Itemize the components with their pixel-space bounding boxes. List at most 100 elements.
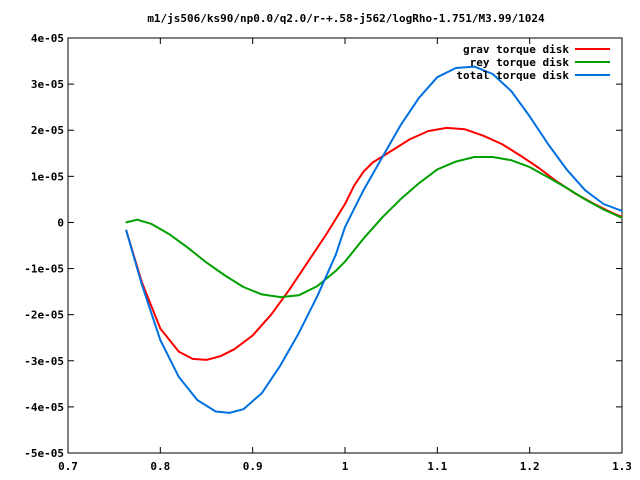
series-line-grav-torque-disk bbox=[125, 126, 623, 361]
y-tick-label: 3e-05 bbox=[31, 78, 64, 91]
data-point-rey-torque-disk bbox=[621, 217, 623, 219]
data-point-grav-torque-disk bbox=[159, 327, 162, 330]
x-tick-label: 1 bbox=[342, 460, 349, 473]
data-point-rey-torque-disk bbox=[418, 182, 420, 185]
data-point-total-torque-disk bbox=[214, 410, 217, 413]
data-point-grav-torque-disk bbox=[205, 359, 208, 361]
data-point-total-torque-disk bbox=[125, 229, 127, 232]
plot-frame bbox=[67, 37, 623, 454]
data-point-total-torque-disk bbox=[436, 76, 439, 78]
data-point-rey-torque-disk bbox=[565, 187, 568, 189]
data-point-grav-torque-disk bbox=[251, 334, 254, 337]
data-point-grav-torque-disk bbox=[307, 260, 309, 263]
data-point-grav-torque-disk bbox=[445, 127, 448, 129]
data-point-rey-torque-disk bbox=[136, 218, 139, 221]
data-point-total-torque-disk bbox=[399, 124, 402, 127]
data-point-total-torque-disk bbox=[159, 339, 162, 341]
data-point-rey-torque-disk bbox=[528, 166, 531, 168]
y-tick-label: -5e-05 bbox=[24, 447, 64, 460]
data-point-grav-torque-disk bbox=[390, 150, 393, 152]
x-tick-label: 1.2 bbox=[520, 460, 540, 473]
data-point-grav-torque-disk bbox=[482, 135, 485, 137]
data-point-grav-torque-disk bbox=[233, 348, 235, 351]
series-line-rey-torque-disk bbox=[125, 156, 623, 299]
data-point-rey-torque-disk bbox=[150, 223, 152, 225]
data-point-rey-torque-disk bbox=[298, 294, 300, 297]
data-point-total-torque-disk bbox=[261, 392, 263, 394]
data-point-rey-torque-disk bbox=[125, 221, 127, 224]
data-point-rey-torque-disk bbox=[344, 260, 346, 263]
data-point-total-torque-disk bbox=[547, 143, 549, 145]
y-tick-label: -2e-05 bbox=[24, 309, 64, 322]
data-point-grav-torque-disk bbox=[519, 154, 522, 157]
data-point-rey-torque-disk bbox=[491, 156, 494, 158]
data-point-total-torque-disk bbox=[316, 295, 319, 298]
series-line-total-torque-disk bbox=[125, 65, 623, 414]
x-tick-label: 1.3 bbox=[612, 460, 632, 473]
data-point-grav-torque-disk bbox=[178, 350, 180, 353]
y-tick-label: -4e-05 bbox=[24, 401, 64, 414]
data-point-rey-torque-disk bbox=[187, 247, 189, 249]
data-point-total-torque-disk bbox=[455, 67, 457, 69]
data-point-rey-torque-disk bbox=[510, 159, 512, 161]
data-point-grav-torque-disk bbox=[219, 355, 222, 358]
data-point-total-torque-disk bbox=[510, 90, 512, 92]
x-tick-label: 0.8 bbox=[150, 460, 170, 473]
legend-label-total-torque-disk: total torque disk bbox=[456, 69, 569, 82]
data-point-rey-torque-disk bbox=[279, 296, 282, 298]
y-tick-label: 0 bbox=[57, 216, 64, 229]
y-tick-label: -3e-05 bbox=[24, 355, 64, 368]
data-point-rey-torque-disk bbox=[436, 168, 439, 171]
data-point-total-torque-disk bbox=[141, 283, 143, 286]
axis-ticks: 0.7 0.8 0.9 1 1.1 1.2 1.3 4e-05 3e-05 2e-05 1e-05 0… bbox=[24, 32, 632, 473]
data-point-grav-torque-disk bbox=[464, 128, 466, 131]
data-point-grav-torque-disk bbox=[353, 184, 356, 187]
data-point-rey-torque-disk bbox=[399, 198, 402, 201]
chart-title: m1/js506/ks90/np0.0/q2.0/r-+.58-j562/log… bbox=[147, 12, 545, 25]
data-point-rey-torque-disk bbox=[455, 160, 457, 163]
data-point-rey-torque-disk bbox=[473, 156, 476, 158]
data-point-rey-torque-disk bbox=[242, 286, 245, 288]
data-point-total-torque-disk bbox=[279, 364, 282, 367]
data-point-total-torque-disk bbox=[418, 97, 420, 99]
data-point-rey-torque-disk bbox=[224, 274, 226, 277]
x-tick-label: 0.7 bbox=[58, 460, 78, 473]
x-tick-label: 0.9 bbox=[243, 460, 263, 473]
data-point-total-torque-disk bbox=[602, 203, 605, 205]
data-point-grav-torque-disk bbox=[501, 143, 503, 145]
data-point-total-torque-disk bbox=[491, 73, 494, 75]
y-tick-label: 2e-05 bbox=[31, 124, 64, 137]
data-point-rey-torque-disk bbox=[316, 285, 319, 287]
data-point-rey-torque-disk bbox=[547, 176, 549, 179]
legend-label-grav-torque-disk: grav torque disk bbox=[463, 43, 569, 56]
data-point-grav-torque-disk bbox=[344, 203, 346, 205]
data-point-total-torque-disk bbox=[242, 408, 245, 411]
series-layer bbox=[125, 65, 623, 414]
data-point-grav-torque-disk bbox=[325, 233, 328, 235]
data-point-grav-torque-disk bbox=[362, 170, 365, 173]
data-point-rey-torque-disk bbox=[335, 270, 337, 272]
data-point-total-torque-disk bbox=[473, 65, 476, 68]
data-point-total-torque-disk bbox=[196, 399, 199, 401]
data-point-rey-torque-disk bbox=[602, 208, 605, 211]
data-point-grav-torque-disk bbox=[427, 130, 429, 132]
data-point-grav-torque-disk bbox=[270, 313, 272, 316]
data-point-total-torque-disk bbox=[528, 115, 531, 118]
y-tick-label: 4e-05 bbox=[31, 32, 64, 45]
data-point-total-torque-disk bbox=[335, 253, 337, 256]
data-point-total-torque-disk bbox=[298, 332, 300, 334]
data-point-total-torque-disk bbox=[228, 412, 231, 414]
data-point-grav-torque-disk bbox=[191, 358, 194, 360]
data-point-grav-torque-disk bbox=[371, 161, 374, 164]
legend-label-rey-torque-disk: rey torque disk bbox=[470, 56, 570, 69]
data-point-rey-torque-disk bbox=[168, 233, 171, 236]
data-point-total-torque-disk bbox=[565, 168, 568, 171]
x-tick-label: 1.1 bbox=[427, 460, 447, 473]
data-point-rey-torque-disk bbox=[362, 237, 365, 240]
data-point-rey-torque-disk bbox=[261, 293, 263, 296]
data-point-total-torque-disk bbox=[584, 189, 586, 191]
data-point-grav-torque-disk bbox=[408, 138, 411, 141]
data-point-rey-torque-disk bbox=[381, 217, 383, 219]
